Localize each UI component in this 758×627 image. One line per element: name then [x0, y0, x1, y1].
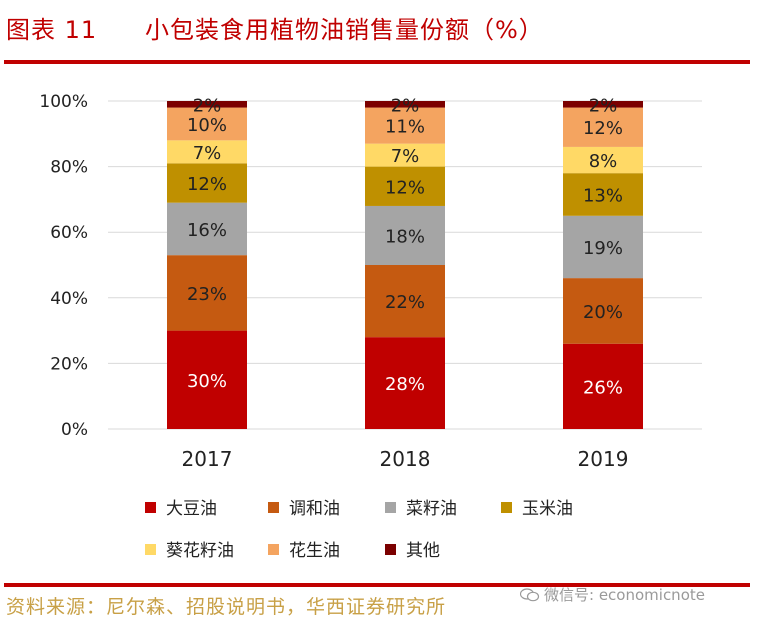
bar-segment — [167, 330, 247, 429]
data-label: 19% — [583, 238, 623, 259]
bar-segment — [167, 140, 247, 164]
legend-swatch — [501, 502, 512, 513]
data-label: 22% — [385, 292, 425, 313]
header: 图表 11 小包装食用植物油销售量份额（%） — [0, 0, 758, 60]
legend-label: 玉米油 — [522, 499, 573, 519]
x-tick-label: 2018 — [380, 447, 431, 471]
data-label: 30% — [187, 371, 227, 392]
bars — [167, 101, 643, 429]
chart-title: 小包装食用植物油销售量份额（%） — [145, 16, 544, 44]
data-label: 13% — [583, 185, 623, 206]
watermark-text: 微信号: economicnote — [544, 586, 705, 604]
bar-segment — [563, 215, 643, 279]
bar-segment — [365, 143, 445, 167]
legend-swatch — [268, 502, 279, 513]
bar-segment — [167, 202, 247, 256]
source-note: 资料来源：尼尔森、招股说明书，华西证券研究所 — [6, 596, 447, 618]
data-label: 7% — [193, 143, 222, 164]
bar-segment — [167, 163, 247, 203]
data-label: 11% — [385, 117, 425, 138]
data-label: 18% — [385, 226, 425, 247]
legend-item: 大豆油 — [145, 494, 217, 519]
data-label: 20% — [583, 302, 623, 323]
legend-label: 大豆油 — [166, 499, 217, 519]
legend-item: 葵花籽油 — [145, 536, 234, 561]
y-tick-label: 20% — [50, 354, 88, 374]
bar-segment — [563, 101, 643, 108]
bottom-rule — [4, 583, 750, 587]
legend-label: 葵花籽油 — [166, 541, 234, 561]
bar-segment — [167, 101, 247, 108]
data-label: 23% — [187, 284, 227, 305]
legend-swatch — [385, 544, 396, 555]
y-tick-label: 100% — [39, 92, 88, 112]
bar-segment — [563, 343, 643, 429]
stacked-bar-chart: 0%20%40%60%80%100% 30%23%16%12%7%10%2%28… — [39, 92, 702, 471]
legend-label: 花生油 — [289, 541, 340, 561]
legend-item: 玉米油 — [501, 494, 573, 519]
watermark: 微信号: economicnote — [520, 584, 705, 605]
legend-swatch — [145, 502, 156, 513]
data-label: 2% — [589, 95, 618, 116]
legend-label: 菜籽油 — [406, 499, 457, 519]
legend-label: 调和油 — [289, 499, 340, 519]
x-axis-ticks: 2017 2018 2019 — [182, 447, 629, 471]
legend-swatch — [385, 502, 396, 513]
data-label: 2% — [391, 95, 420, 116]
data-label: 26% — [583, 377, 623, 398]
data-label: 12% — [583, 118, 623, 139]
y-tick-label: 40% — [50, 289, 88, 309]
bar-segment — [365, 265, 445, 338]
data-label: 12% — [187, 174, 227, 195]
wechat-icon — [520, 588, 540, 602]
data-label: 10% — [187, 115, 227, 136]
y-tick-label: 0% — [61, 420, 88, 440]
bar-segment — [365, 101, 445, 108]
bar-segment — [365, 107, 445, 144]
x-tick-label: 2019 — [578, 447, 629, 471]
y-tick-label: 80% — [50, 158, 88, 178]
figure-label: 图表 11 — [6, 16, 98, 44]
data-label: 8% — [589, 151, 618, 172]
legend-item: 菜籽油 — [385, 494, 457, 519]
bar-segment — [563, 107, 643, 147]
bar-segment — [365, 337, 445, 429]
legend-label: 其他 — [406, 541, 440, 561]
x-tick-label: 2017 — [182, 447, 233, 471]
data-label: 16% — [187, 220, 227, 241]
bar-segment — [167, 255, 247, 331]
legend-item: 花生油 — [268, 536, 340, 561]
data-label: 2% — [193, 95, 222, 116]
bar-segment — [563, 278, 643, 344]
bar-segment — [365, 166, 445, 206]
legend: 大豆油 调和油 菜籽油 玉米油葵花籽油 花生油 其他 — [145, 494, 625, 566]
bar-segment — [563, 146, 643, 174]
bar-segment — [167, 107, 247, 141]
legend-item: 其他 — [385, 536, 440, 561]
legend-item: 调和油 — [268, 494, 340, 519]
data-label: 28% — [385, 374, 425, 395]
y-tick-label: 60% — [50, 223, 88, 243]
data-labels: 30%23%16%12%7%10%2%28%22%18%12%7%11%2%26… — [187, 95, 623, 398]
y-axis-ticks: 0% 20% 40% 60% 80% 100% — [39, 92, 88, 440]
data-label: 7% — [391, 146, 420, 167]
top-rule — [4, 60, 750, 64]
data-label: 12% — [385, 177, 425, 198]
legend-swatch — [145, 544, 156, 555]
bar-segment — [365, 205, 445, 265]
bar-segment — [563, 173, 643, 216]
legend-swatch — [268, 544, 279, 555]
